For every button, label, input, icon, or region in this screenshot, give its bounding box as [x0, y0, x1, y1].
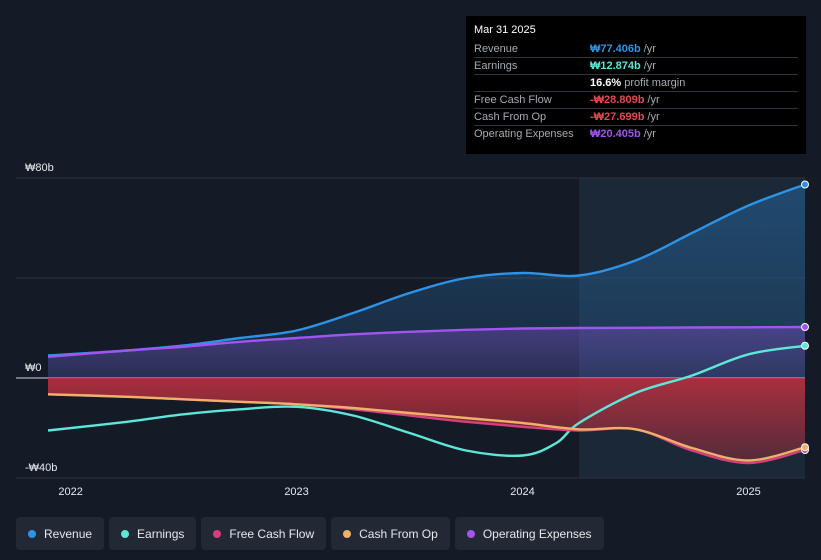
tooltip-row: Free Cash Flow -₩28.809b/yr	[474, 91, 798, 108]
tooltip-row: Earnings ₩12.874b/yr	[474, 57, 798, 74]
tooltip-unit: /yr	[647, 94, 660, 106]
legend-item-free-cash-flow[interactable]: Free Cash Flow	[201, 517, 327, 550]
revenue-line	[47, 183, 806, 357]
chart-legend: Revenue Earnings Free Cash Flow Cash From O…	[16, 517, 604, 550]
legend-label: Cash From Op	[359, 526, 438, 541]
tooltip-value: ₩77.406b	[590, 43, 641, 55]
tooltip-label: Cash From Op	[474, 111, 547, 123]
end-dots	[801, 180, 809, 454]
legend-item-revenue[interactable]: Revenue	[16, 517, 105, 550]
tooltip-row: Operating Expenses ₩20.405b/yr	[474, 125, 798, 142]
operating-expenses-end-dot	[801, 323, 809, 331]
legend-dot-icon	[213, 529, 222, 538]
tooltip-value: ₩12.874b	[590, 60, 641, 72]
legend-dot-icon	[343, 529, 352, 538]
tooltip-label: Operating Expenses	[474, 128, 574, 140]
earnings-end-dot	[801, 341, 809, 350]
tooltip-value: 16.6%	[590, 77, 622, 89]
tooltip-panel: Mar 31 2025 Revenue ₩77.406b/yr Earnings ₩1…	[466, 16, 806, 154]
legend-item-operating-expenses[interactable]: Operating Expenses	[454, 517, 604, 550]
tooltip-unit: /yr	[647, 111, 660, 123]
tooltip-rows: Revenue ₩77.406b/yr Earnings ₩12.874b/yr 16.…	[474, 41, 798, 142]
tooltip-label: Free Cash Flow	[474, 94, 552, 106]
cash-from-op-line	[47, 393, 806, 462]
cash-from-op-end-dot	[801, 443, 809, 452]
y-tick-label: -₩40b	[25, 462, 57, 474]
tooltip-row: 16.6% profit margin	[474, 74, 798, 91]
legend-item-earnings[interactable]: Earnings	[109, 517, 197, 550]
tooltip-label: Earnings	[474, 60, 518, 72]
series-areas	[48, 184, 805, 464]
tooltip-row: Cash From Op -₩27.699b/yr	[474, 108, 798, 125]
x-tick-label: 2024	[510, 486, 534, 498]
tooltip-date: Mar 31 2025	[474, 24, 536, 36]
legend-label: Free Cash Flow	[229, 526, 315, 541]
tooltip-value: -₩28.809b	[590, 94, 645, 106]
legend-dot-icon	[466, 529, 475, 538]
free-cash-flow-area	[48, 378, 805, 464]
tooltip-value: ₩20.405b	[590, 128, 641, 140]
x-tick-label: 2022	[58, 486, 82, 498]
y-tick-label: ₩0	[25, 362, 42, 374]
x-tick-label: 2023	[284, 486, 308, 498]
tooltip-label: Revenue	[474, 43, 519, 55]
legend-dot-icon	[121, 529, 130, 538]
tooltip-unit: profit margin	[624, 77, 686, 89]
y-tick-label: ₩80b	[25, 162, 54, 174]
legend-label: Operating Expenses	[482, 526, 592, 541]
tooltip-unit: /yr	[643, 128, 656, 140]
legend-dot-icon	[28, 529, 36, 538]
tooltip-row: Revenue ₩77.406b/yr	[474, 41, 798, 57]
tooltip-unit: /yr	[643, 43, 656, 55]
legend-item-cash-from-op[interactable]: Cash From Op	[331, 517, 450, 550]
operating-expenses-area	[48, 327, 805, 378]
legend-label: Earnings	[137, 526, 185, 541]
revenue-end-dot	[801, 180, 809, 189]
earnings-line	[47, 344, 806, 458]
tooltip-value: -₩27.699b	[590, 111, 645, 123]
tooltip-unit: /yr	[643, 60, 656, 72]
legend-label: Revenue	[44, 526, 93, 541]
operating-expenses-line	[47, 325, 806, 358]
x-tick-label: 2025	[736, 486, 760, 498]
series-lines	[47, 183, 806, 465]
